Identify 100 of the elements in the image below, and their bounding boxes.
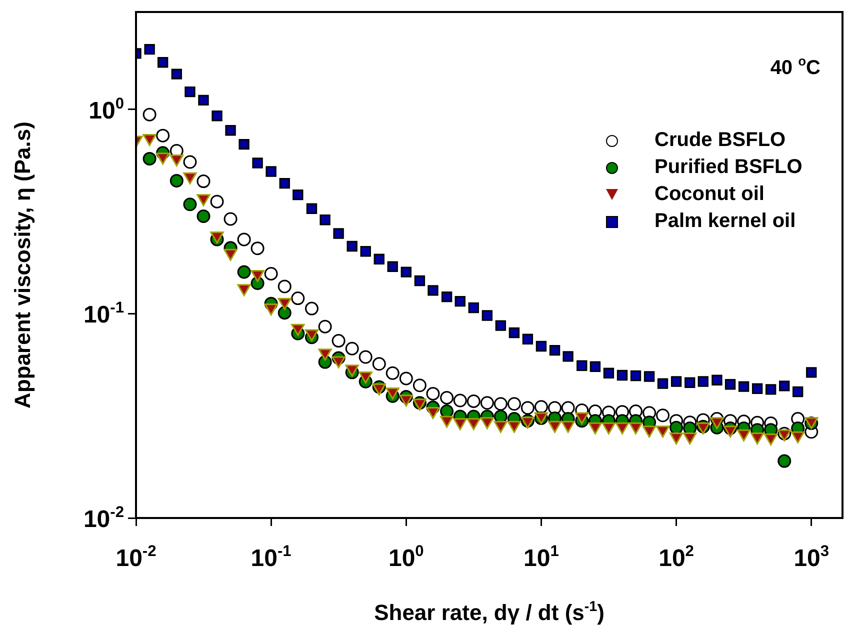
point [225,125,236,136]
point [468,302,479,314]
point [345,342,359,356]
point [520,416,535,429]
point [278,306,292,320]
point [494,420,508,433]
point [576,360,588,371]
point [252,158,263,168]
point [696,422,710,434]
point [561,401,575,415]
point [495,320,506,331]
point [386,366,400,380]
point [278,298,292,310]
point [520,401,534,415]
point [616,370,628,381]
point [374,254,384,264]
point [750,432,764,444]
point [534,400,548,414]
point [428,285,438,296]
point [642,426,656,438]
point [602,422,616,434]
point [669,432,684,444]
point [778,429,792,442]
point [765,384,776,395]
point [494,397,508,411]
point [791,431,805,444]
point [656,408,670,422]
legend-label: Palm kernel oil [654,210,796,233]
point [304,302,318,316]
point [332,334,346,348]
point [440,416,454,428]
point [736,429,751,442]
point [212,110,222,122]
point [480,396,494,410]
point [628,422,643,434]
point [400,266,412,278]
point [291,292,305,306]
point [453,418,467,430]
point [507,397,521,411]
point [548,420,562,433]
point [779,380,790,392]
point [198,94,209,106]
point [210,231,224,244]
point [752,383,763,394]
point [210,194,224,208]
point [561,420,575,433]
point [306,203,318,214]
point [196,174,210,188]
point [670,420,684,434]
point [264,303,278,316]
point [454,296,466,307]
point [372,357,386,371]
legend-label: Purified BSFLO [654,156,802,179]
point [292,189,304,200]
point [142,152,156,166]
point [399,394,413,407]
point [360,246,371,257]
point [224,212,238,226]
point [279,178,290,189]
point [806,367,817,378]
point [508,327,520,338]
point [144,44,155,55]
point [304,329,319,342]
point [386,388,400,400]
point [196,210,210,224]
point [684,377,696,388]
point [630,370,642,382]
point [536,340,547,352]
point [453,394,467,408]
point [575,412,589,424]
point [683,432,697,444]
point [224,248,238,261]
point [320,214,330,226]
point [237,265,251,279]
y-axis-title: Apparent viscosity, η (Pa.s) [10,122,35,408]
point [250,242,264,256]
point [441,291,452,302]
point [507,420,522,433]
point [549,344,560,356]
point [738,381,750,392]
point [710,417,724,430]
point [387,261,398,272]
point [482,310,493,321]
point [466,418,480,430]
point [778,454,792,468]
point [414,275,426,286]
point [522,334,534,344]
point [644,371,655,382]
point [426,386,440,400]
point [156,128,170,142]
point [358,350,372,364]
point [183,155,197,169]
point [291,324,305,336]
point [670,376,682,387]
point [656,426,670,438]
point [480,417,494,430]
point [590,361,601,372]
point [399,372,413,386]
point [562,351,574,362]
point [264,266,278,280]
